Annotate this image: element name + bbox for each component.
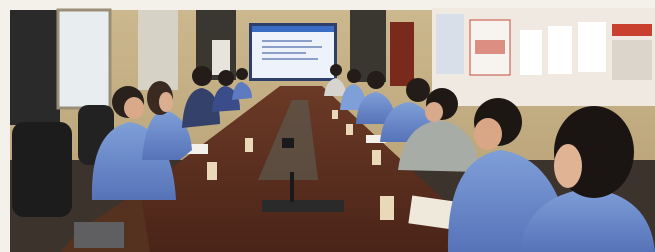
frame-left bbox=[0, 0, 10, 252]
cup bbox=[380, 196, 394, 220]
page: (() => { const data = JSON.parse(documen… bbox=[0, 0, 655, 252]
air-conditioner bbox=[212, 40, 230, 75]
face bbox=[554, 144, 582, 188]
poster bbox=[548, 26, 572, 74]
face bbox=[474, 118, 502, 150]
head bbox=[192, 66, 212, 86]
door bbox=[390, 22, 414, 86]
cup bbox=[332, 110, 338, 119]
poster-banner bbox=[612, 24, 652, 36]
dark-cabinet bbox=[10, 10, 60, 125]
cup bbox=[207, 162, 217, 180]
poster bbox=[436, 14, 464, 74]
screen-line bbox=[262, 46, 322, 48]
poster bbox=[612, 40, 652, 80]
meeting-photo bbox=[0, 0, 655, 252]
head bbox=[406, 78, 430, 102]
window-far bbox=[138, 10, 178, 90]
window bbox=[58, 10, 110, 108]
face bbox=[425, 102, 443, 122]
screen-line bbox=[262, 40, 312, 42]
head bbox=[218, 70, 234, 86]
head bbox=[330, 64, 342, 76]
face bbox=[159, 92, 173, 112]
head bbox=[236, 68, 248, 80]
cup bbox=[245, 138, 253, 152]
cup bbox=[372, 150, 381, 165]
screen-line bbox=[262, 52, 306, 54]
microphone-base bbox=[262, 200, 344, 212]
poster-photos bbox=[475, 40, 505, 54]
head bbox=[367, 71, 385, 89]
head bbox=[347, 69, 361, 83]
screen-line bbox=[262, 58, 318, 60]
phone bbox=[282, 138, 294, 148]
microphone bbox=[290, 172, 294, 202]
poster bbox=[520, 30, 542, 75]
screen-header bbox=[252, 26, 334, 32]
laptop bbox=[74, 222, 124, 248]
poster bbox=[578, 22, 606, 72]
cup bbox=[346, 124, 353, 135]
face bbox=[124, 97, 144, 119]
chair bbox=[12, 122, 72, 217]
